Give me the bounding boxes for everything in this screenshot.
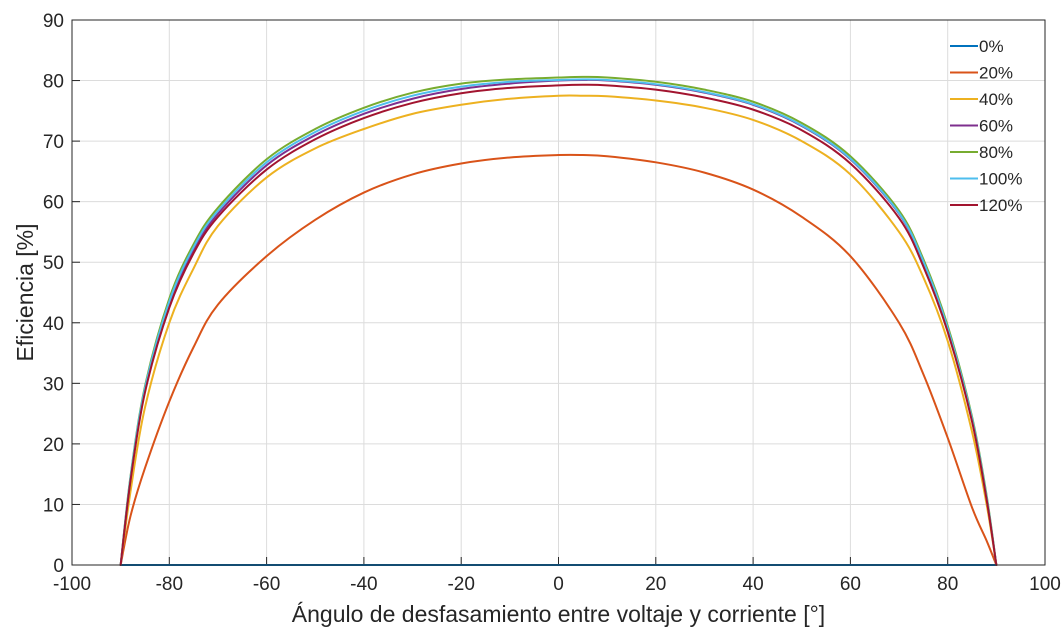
y-tick-label: 50 (43, 253, 64, 274)
x-tick-label: 0 (553, 574, 564, 595)
y-tick-label: 80 (43, 72, 64, 93)
y-tick-label: 10 (43, 495, 64, 516)
y-tick-label: 90 (43, 11, 64, 32)
legend-label: 0% (979, 37, 1004, 56)
series-line-2 (119, 94, 998, 566)
y-tick-labels: 0 10 20 30 40 50 60 70 80 90 (43, 11, 64, 577)
x-tick-label: 60 (840, 574, 861, 595)
x-axis-label: Ángulo de desfasamiento entre voltaje y … (292, 601, 825, 627)
y-tick-label: 40 (43, 314, 64, 335)
legend-label: 20% (979, 64, 1013, 83)
x-tick-labels: -100 -80 -60 -40 -20 0 20 40 60 80 100 (53, 574, 1061, 595)
legend: 0% 20% 40% 60% 80% 100% 120% (950, 37, 1022, 215)
x-tick-label: 20 (645, 574, 666, 595)
y-axis-label: Eficiencia [%] (12, 223, 38, 361)
y-tick-label: 20 (43, 435, 64, 456)
x-tick-label: -40 (350, 574, 377, 595)
y-tick-label: 0 (53, 556, 64, 577)
series-line-5 (119, 78, 998, 566)
x-tick-label: -60 (253, 574, 280, 595)
x-tick-label: -100 (53, 574, 91, 595)
grid-lines (71, 19, 1046, 566)
plot-frame (71, 19, 1046, 566)
series-line-6 (119, 83, 998, 566)
x-tick-label: 100 (1029, 574, 1061, 595)
x-tick-label: 40 (743, 574, 764, 595)
legend-label: 120% (979, 196, 1022, 215)
legend-label: 60% (979, 117, 1013, 136)
y-tick-label: 60 (43, 193, 64, 214)
x-tick-label: 80 (937, 574, 958, 595)
y-tick-label: 70 (43, 132, 64, 153)
legend-label: 100% (979, 170, 1022, 189)
x-tick-label: -20 (447, 574, 474, 595)
x-tick-label: -80 (156, 574, 183, 595)
y-tick-label: 30 (43, 374, 64, 395)
legend-label: 80% (979, 143, 1013, 162)
series-line-1 (119, 153, 998, 566)
legend-label: 40% (979, 90, 1013, 109)
